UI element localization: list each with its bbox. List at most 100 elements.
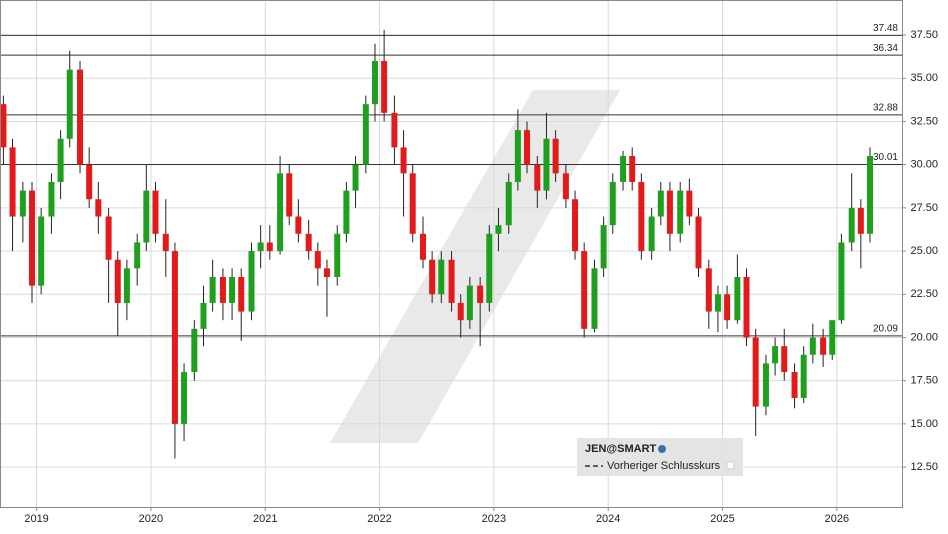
legend-checkbox[interactable]: [726, 461, 735, 470]
candle-body: [66, 69, 73, 139]
level-label: 37.48: [873, 23, 898, 34]
y-tick-label: 15.00: [910, 418, 938, 430]
candle-body: [677, 190, 684, 234]
y-tick-label: 32.50: [910, 115, 938, 127]
candle-body: [200, 302, 207, 329]
candle-body: [714, 294, 721, 312]
y-tick-label: 30.00: [910, 159, 938, 171]
level-label: 32.88: [873, 103, 898, 114]
candle-body: [38, 216, 45, 286]
candle-body: [162, 233, 169, 252]
candle-body: [581, 251, 588, 329]
candle-body: [191, 328, 198, 373]
plot-frame: [0, 0, 903, 508]
candle-body: [123, 268, 130, 303]
candle-body: [409, 173, 416, 234]
candle-body: [848, 207, 855, 243]
candle-body: [772, 346, 779, 364]
candle-body: [524, 130, 531, 165]
legend-label: JEN@SMART: [585, 443, 657, 455]
level-label: 20.09: [873, 324, 898, 335]
candle-body: [781, 346, 788, 373]
candle-body: [629, 156, 636, 182]
candle-body: [648, 216, 655, 252]
candle-body: [295, 216, 302, 234]
candle-body: [829, 320, 836, 355]
candle-body: [686, 190, 693, 217]
candle-body: [609, 181, 616, 226]
candle-body: [505, 181, 512, 226]
candle-body: [695, 216, 702, 269]
candle-body: [134, 242, 141, 269]
candle-body: [219, 277, 226, 303]
candle-body: [419, 233, 426, 260]
candle-body: [171, 251, 178, 424]
x-tick-label: 2019: [24, 513, 48, 525]
candle-body: [152, 190, 159, 234]
candle-body: [543, 138, 550, 191]
candle-body: [334, 233, 341, 278]
level-label: 36.34: [873, 43, 898, 54]
candle-body: [705, 268, 712, 312]
candle-body: [857, 207, 864, 234]
x-tick-label: 2023: [482, 513, 506, 525]
candle-body: [866, 156, 873, 234]
candle-body: [495, 225, 502, 234]
candle-body: [48, 181, 55, 217]
candle-body: [248, 251, 255, 312]
candle-body: [429, 259, 436, 295]
candle-body: [57, 138, 64, 182]
x-tick-label: 2026: [825, 513, 849, 525]
candle-body: [820, 337, 827, 355]
candle-body: [752, 337, 759, 407]
candle-body: [620, 156, 627, 182]
candle-body: [352, 164, 359, 191]
candle-body: [86, 164, 93, 200]
y-tick-label: 20.00: [910, 331, 938, 343]
candle-body: [477, 285, 484, 303]
candle-body: [257, 242, 264, 252]
x-tick-label: 2020: [139, 513, 163, 525]
axes: 12.50 15.00 17.50 20.00 22.50 25.00 27.50 30.00…: [24, 29, 938, 525]
candle-body: [343, 190, 350, 234]
candle-body: [277, 173, 284, 252]
legend-label: Vorheriger Schlusskurs: [607, 460, 721, 472]
candle-body: [724, 294, 731, 321]
candle-body: [791, 372, 798, 398]
candles: [0, 29, 873, 459]
candle-body: [0, 104, 7, 148]
candle-body: [809, 337, 816, 355]
candle-body: [591, 268, 598, 329]
candle-body: [457, 302, 464, 321]
y-tick-label: 25.00: [910, 245, 938, 257]
candle-body: [486, 233, 493, 303]
candle-body: [552, 138, 559, 174]
candle-body: [143, 190, 150, 243]
candle-body: [514, 130, 521, 182]
candle-body: [229, 277, 236, 303]
candle-body: [466, 285, 473, 321]
candle-body: [181, 372, 188, 424]
candle-body: [734, 277, 741, 321]
y-tick-label: 17.50: [910, 375, 938, 387]
candle-body: [19, 190, 26, 217]
candle-body: [438, 259, 445, 295]
levels: 37.48 36.34 32.88 30.01 20.09: [0, 23, 902, 337]
y-tick-label: 22.50: [910, 288, 938, 300]
candle-body: [572, 199, 579, 252]
candle-body: [600, 225, 607, 269]
candle-body: [286, 173, 293, 217]
candle-body: [381, 60, 388, 113]
y-tick-label: 37.50: [910, 29, 938, 41]
candle-body: [266, 242, 273, 252]
candle-body: [77, 69, 84, 165]
candle-body: [743, 277, 750, 338]
candle-body: [314, 251, 321, 269]
candle-body: [362, 104, 369, 165]
y-tick-label: 35.00: [910, 72, 938, 84]
candle-body: [562, 173, 569, 200]
candle-body: [666, 190, 673, 234]
x-tick-label: 2024: [596, 513, 620, 525]
candle-body: [400, 147, 407, 174]
x-tick-label: 2022: [367, 513, 391, 525]
